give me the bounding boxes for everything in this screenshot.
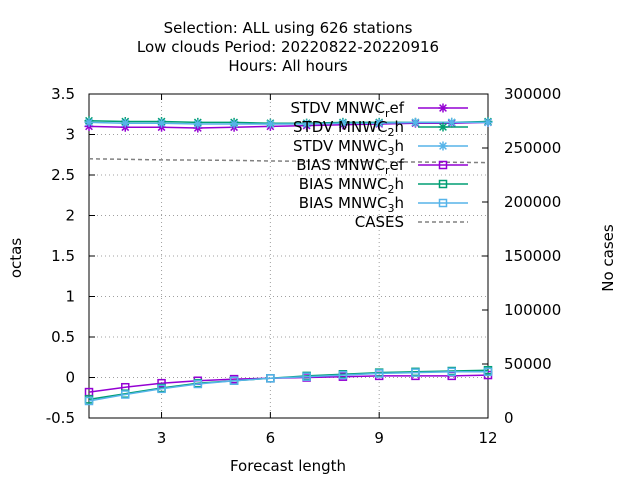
series-1 (84, 117, 493, 133)
data-point-d2 (266, 120, 275, 128)
data-point (410, 117, 420, 127)
legend-marker (438, 122, 448, 132)
x-axis-label: Forecast length (230, 457, 346, 475)
data-point-d2 (411, 118, 420, 127)
y-axis-label: octas (7, 238, 25, 278)
data-point (157, 378, 166, 388)
legend-label: BIAS MNWC2h (299, 175, 404, 196)
y2-tick-label: 300000 (504, 85, 561, 103)
legend-marker (438, 103, 448, 113)
data-point-d2 (447, 118, 456, 127)
data-point (157, 384, 166, 394)
axes: 3 6 9 12 -0.5 0 0.5 1 1.5 2 2.5 3 3.5 0 50000 100000 150… (46, 85, 562, 447)
data-point (338, 118, 348, 128)
x-tick-label: 3 (157, 429, 167, 447)
data-point-d2 (121, 119, 130, 128)
legend-marker-d2 (439, 104, 447, 112)
data-point (229, 119, 239, 129)
data-point-d2 (85, 118, 93, 127)
legend-marker-d2 (439, 142, 447, 150)
legend-marker (438, 179, 448, 189)
data-point (193, 119, 203, 129)
title-line-2: Low clouds Period: 20220822-20220916 (137, 38, 439, 56)
data-point (483, 117, 493, 127)
y-tick-label: 0 (65, 369, 75, 387)
data-point-d2 (157, 119, 166, 128)
series-line-6 (88, 371, 488, 402)
legend-label: CASES (355, 213, 404, 231)
legend-label: BIAS MNWC3h (299, 194, 404, 215)
y-tick-label: 0.5 (51, 328, 75, 346)
data-point-d2 (193, 120, 202, 128)
legend-marker (438, 198, 448, 208)
y-tick-label: 3.5 (51, 85, 75, 103)
y2-axis-label: No cases (599, 224, 617, 292)
data-point (120, 118, 130, 128)
x-tick-label: 9 (374, 429, 384, 447)
series-4 (84, 370, 493, 397)
series-line-7 (88, 158, 489, 164)
y-tick-label: 1.5 (51, 247, 75, 265)
data-point-d2 (230, 120, 238, 128)
data-point-d2 (302, 120, 311, 128)
legend-marker-d2 (439, 123, 447, 131)
data-point (229, 376, 239, 385)
data-point (157, 118, 167, 128)
y2-tick-label: 200000 (504, 193, 561, 211)
title-line-3: Hours: All hours (228, 57, 347, 75)
y2-tick-label: 100000 (504, 301, 561, 319)
data-point (193, 379, 203, 389)
data-point-d2 (484, 118, 492, 127)
y-tick-label: 2.5 (51, 166, 75, 184)
data-point (84, 396, 94, 406)
data-point-d2 (339, 119, 347, 128)
title-line-1: Selection: ALL using 626 stations (164, 19, 413, 37)
series-7 (88, 158, 489, 164)
y-tick-label: 3 (65, 126, 75, 144)
data-point (374, 369, 384, 378)
series-line-3 (88, 121, 488, 125)
legend-label: BIAS MNWCref (296, 156, 404, 177)
legend-marker (438, 141, 448, 151)
data-point (302, 372, 311, 381)
series-3 (84, 117, 493, 129)
y2-tick-label: 0 (504, 409, 514, 427)
data-point (84, 117, 94, 127)
legend-label: STDV MNWC2h (293, 118, 404, 139)
y2-tick-label: 50000 (504, 355, 552, 373)
series-group (84, 116, 493, 406)
series-6 (84, 367, 493, 406)
data-point (447, 367, 456, 377)
legend-label: STDV MNWC3h (293, 137, 404, 158)
data-point (121, 390, 130, 399)
data-point (302, 119, 312, 129)
legend-marker (438, 160, 448, 170)
series-line-1 (88, 121, 489, 129)
legend-label: STDV MNWCref (290, 99, 404, 120)
y-tick-label: 2 (65, 207, 75, 225)
y2-tick-label: 150000 (504, 247, 561, 265)
data-point (265, 119, 275, 129)
y2-tick-label: 250000 (504, 139, 561, 157)
data-point (411, 368, 420, 377)
chart-title: Selection: ALL using 626 stations Low cl… (137, 19, 439, 75)
data-point (266, 374, 275, 383)
data-point (447, 117, 457, 127)
y-tick-label: 1 (65, 288, 75, 306)
x-tick-label: 6 (266, 429, 276, 447)
y-tick-label: -0.5 (46, 409, 75, 427)
data-point (374, 118, 384, 128)
x-tick-label: 12 (478, 429, 497, 447)
grid (89, 94, 488, 418)
data-point (483, 367, 493, 377)
data-point-d2 (375, 119, 384, 128)
plot-frame (88, 93, 489, 419)
data-point (338, 370, 348, 380)
